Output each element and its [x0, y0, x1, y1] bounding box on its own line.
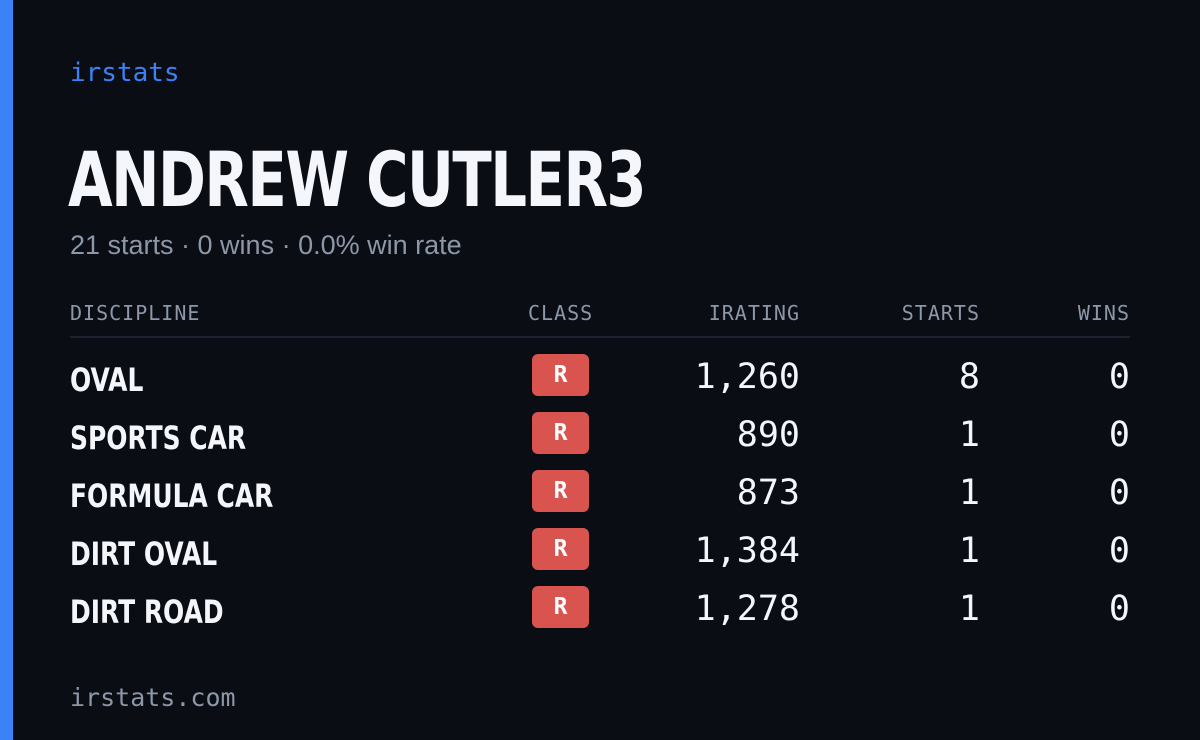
header-starts: STARTS	[901, 301, 980, 325]
table-row: DIRT ROAD R 1,278 1 0	[70, 582, 1130, 640]
discipline-table: DISCIPLINE CLASS IRATING STARTS WINS OVA…	[70, 296, 1130, 631]
starts-value: 8	[958, 357, 980, 397]
footer-url: irstats.com	[70, 683, 236, 712]
irating-value: 1,278	[694, 589, 800, 629]
class-badge: R	[532, 412, 589, 454]
discipline-name: DIRT OVAL	[70, 535, 218, 573]
table-header: DISCIPLINE CLASS IRATING STARTS WINS	[70, 296, 1130, 338]
header-irating: IRATING	[708, 301, 800, 325]
table-row: DIRT OVAL R 1,384 1 0	[70, 524, 1130, 582]
header-discipline: DISCIPLINE	[70, 301, 201, 325]
wins-value: 0	[1108, 415, 1130, 455]
brand-logo: irstats	[70, 58, 180, 88]
class-badge: R	[532, 354, 589, 396]
starts-value: 1	[958, 415, 980, 455]
class-badge: R	[532, 586, 589, 628]
player-summary: 21 starts · 0 wins · 0.0% win rate	[70, 230, 462, 260]
irating-value: 1,260	[694, 357, 800, 397]
class-badge: R	[532, 528, 589, 570]
wins-value: 0	[1108, 473, 1130, 513]
table-row: FORMULA CAR R 873 1 0	[70, 466, 1130, 524]
wins-value: 0	[1108, 357, 1130, 397]
discipline-name: OVAL	[70, 361, 144, 399]
class-badge: R	[532, 470, 589, 512]
wins-value: 0	[1108, 531, 1130, 571]
irating-value: 873	[736, 473, 800, 513]
discipline-name: SPORTS CAR	[70, 419, 247, 457]
discipline-name: FORMULA CAR	[70, 477, 274, 515]
irating-value: 1,384	[694, 531, 800, 571]
header-class: CLASS	[528, 301, 594, 325]
header-wins: WINS	[1077, 301, 1130, 325]
accent-bar	[0, 0, 13, 740]
table-row: OVAL R 1,260 8 0	[70, 350, 1130, 408]
starts-value: 1	[958, 531, 980, 571]
starts-value: 1	[958, 473, 980, 513]
discipline-name: DIRT ROAD	[70, 593, 224, 631]
starts-value: 1	[958, 589, 980, 629]
wins-value: 0	[1108, 589, 1130, 629]
player-name: ANDREW CUTLER3	[68, 135, 647, 224]
table-body: OVAL R 1,260 8 0 SPORTS CAR R 890 1 0 FO…	[70, 350, 1130, 640]
irating-value: 890	[736, 415, 800, 455]
table-row: SPORTS CAR R 890 1 0	[70, 408, 1130, 466]
